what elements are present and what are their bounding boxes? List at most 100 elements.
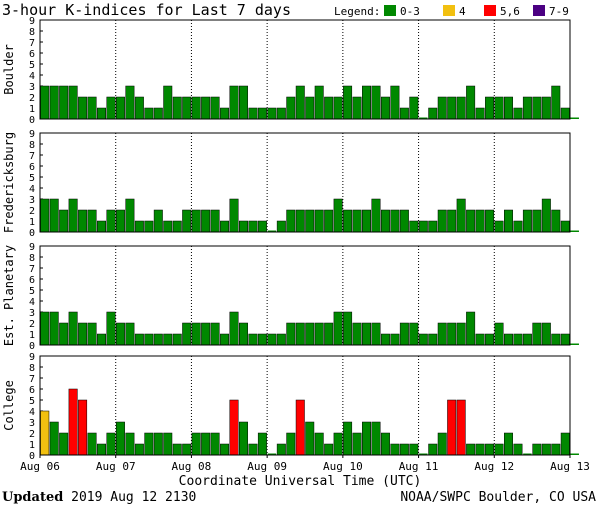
y-tick-label: 1: [29, 330, 35, 341]
bar: [191, 96, 201, 120]
bar: [49, 85, 59, 120]
bar: [267, 107, 277, 120]
bar: [248, 443, 258, 456]
y-tick-label: 0: [29, 115, 35, 126]
bar: [352, 322, 362, 346]
bar: [409, 220, 419, 233]
bar: [163, 432, 173, 456]
bar: [532, 322, 542, 346]
legend-entry-1: 4: [459, 5, 466, 18]
x-tick-label: Aug 09: [247, 460, 287, 473]
panel-label: Fredericksburg: [2, 132, 16, 233]
y-tick-label: 3: [29, 308, 35, 319]
y-tick-label: 1: [29, 104, 35, 115]
y-tick-label: 4: [29, 297, 35, 308]
y-tick-label: 9: [29, 16, 35, 27]
bar: [134, 96, 144, 120]
bar: [494, 96, 504, 120]
y-tick-label: 4: [29, 184, 35, 195]
bar: [182, 443, 192, 456]
bar: [343, 311, 353, 346]
bar: [144, 220, 154, 233]
bar: [371, 322, 381, 346]
panel-border: [39, 245, 571, 346]
bar: [504, 96, 513, 120]
bar: [390, 85, 400, 120]
bar: [333, 198, 343, 233]
bar: [201, 322, 211, 346]
bar: [513, 107, 523, 120]
panel-border: [39, 132, 571, 233]
bar: [106, 209, 116, 233]
bar: [257, 220, 267, 233]
y-tick-label: 3: [29, 418, 35, 429]
y-tick-label: 5: [29, 286, 35, 297]
bar: [475, 333, 485, 346]
bar: [182, 322, 192, 346]
bar: [333, 432, 343, 456]
bar: [362, 209, 371, 233]
k-index-chart: 3-hour K-indices for Last 7 days Legend:…: [2, 1, 590, 488]
y-tick-label: 7: [29, 374, 35, 385]
bar: [475, 107, 485, 120]
bar: [419, 453, 428, 455]
bar: [362, 421, 371, 456]
y-tick-label: 6: [29, 275, 35, 286]
bar: [343, 421, 353, 456]
bar: [352, 432, 362, 456]
bar: [172, 443, 182, 456]
x-tick-label: Aug 08: [172, 460, 212, 473]
bar: [239, 322, 248, 346]
bar: [570, 343, 579, 345]
bar: [106, 311, 116, 346]
bar: [522, 333, 532, 346]
bar: [125, 85, 135, 120]
bar: [68, 85, 78, 120]
bar: [248, 220, 258, 233]
bar: [475, 443, 485, 456]
bar: [541, 198, 551, 233]
bar: [513, 333, 523, 346]
panel-label: College: [2, 380, 16, 431]
bar: [78, 209, 88, 233]
x-tick-label: Aug 12: [474, 460, 514, 473]
bar: [172, 96, 182, 120]
bar: [485, 96, 495, 120]
y-tick-label: 9: [29, 129, 35, 140]
bar: [87, 96, 97, 120]
bar: [153, 432, 163, 456]
bar: [191, 432, 201, 456]
bar: [144, 107, 154, 120]
bar: [541, 96, 551, 120]
bar: [532, 96, 542, 120]
bar: [551, 333, 561, 346]
bar: [49, 311, 59, 346]
bar: [106, 96, 116, 120]
bar: [466, 311, 476, 346]
bar: [399, 322, 409, 346]
bar: [144, 333, 154, 346]
panels: 0123456789Boulder0123456789Fredericksbur…: [2, 16, 579, 462]
bar: [447, 209, 457, 233]
bar: [125, 322, 135, 346]
panel-border: [39, 19, 571, 120]
bar: [201, 432, 211, 456]
bar: [428, 220, 438, 233]
bar: [409, 322, 419, 346]
bar: [210, 209, 220, 233]
bar: [541, 322, 551, 346]
bar: [428, 107, 438, 120]
bar: [560, 432, 570, 456]
bar: [560, 107, 570, 120]
bar: [305, 322, 315, 346]
bar: [144, 432, 154, 456]
bar: [399, 209, 409, 233]
y-tick-label: 8: [29, 253, 35, 264]
y-tick-label: 5: [29, 173, 35, 184]
bar: [257, 107, 267, 120]
bar: [163, 220, 173, 233]
bar: [267, 333, 277, 346]
legend-entry-0: 0-3: [400, 5, 420, 18]
